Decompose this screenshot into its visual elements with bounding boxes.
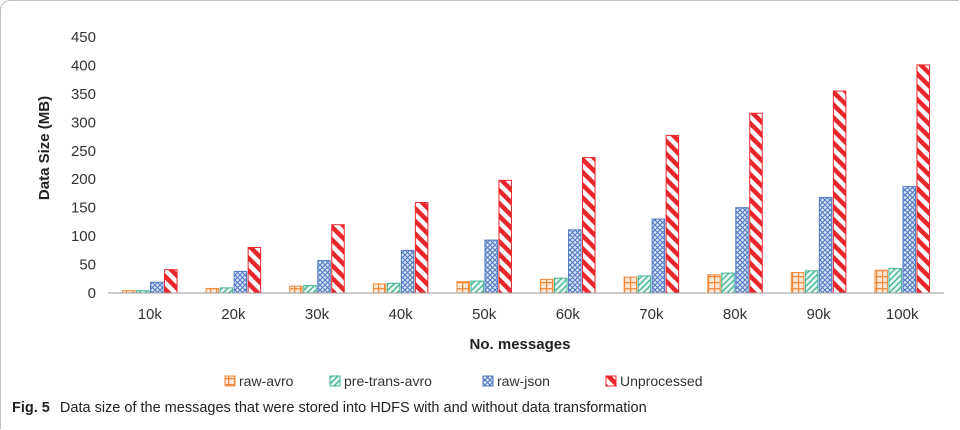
bar-raw-json (735, 207, 749, 294)
bar-pre-trans-avro (721, 272, 735, 294)
x-tick-label: 20k (221, 306, 246, 323)
bar-unprocessed (665, 134, 680, 294)
bar-unprocessed (832, 90, 847, 294)
bar-raw-avro (540, 278, 554, 294)
bar-pre-trans-avro (554, 277, 568, 294)
bar-pre-trans-avro (804, 270, 819, 294)
y-tick-label: 50 (79, 257, 96, 274)
bar-unprocessed (498, 179, 512, 294)
x-tick-label: 50k (472, 306, 497, 323)
bar-unprocessed (582, 157, 596, 294)
bar-unprocessed (247, 246, 262, 294)
bar-unprocessed (164, 269, 178, 294)
bar-pre-trans-avro (219, 287, 234, 294)
legend-label: Unprocessed (620, 373, 703, 389)
bar-raw-json (568, 229, 582, 294)
legend-swatch (224, 375, 236, 387)
bar-raw-avro (623, 276, 638, 294)
y-axis-ticks: 0 50 100 150 200 250 300 350 400 450 (71, 29, 96, 302)
bar-raw-json (400, 249, 415, 294)
legend-label: raw-json (497, 373, 550, 389)
y-tick-label: 0 (88, 285, 96, 302)
bar-pre-trans-avro (470, 280, 484, 294)
x-tick-label: 10k (138, 306, 163, 323)
bar-unprocessed (331, 224, 345, 294)
x-tick-label: 70k (639, 306, 664, 323)
legend-swatch (482, 375, 494, 387)
x-tick-label: 30k (305, 306, 330, 323)
legend-label: raw-avro (239, 373, 294, 389)
bar-raw-avro (874, 269, 888, 294)
legend-label: pre-trans-avro (344, 373, 432, 389)
y-tick-label: 100 (71, 228, 96, 245)
caption-text: Data size of the messages that were stor… (59, 400, 647, 416)
figure-caption: Fig. 5 Data size of the messages that we… (12, 400, 647, 416)
bar-raw-avro (456, 281, 470, 294)
bar-pre-trans-avro (888, 268, 902, 294)
bar-raw-json (818, 196, 833, 294)
bar-raw-avro (790, 272, 805, 294)
y-tick-label: 450 (71, 29, 96, 46)
legend: raw-avro pre-trans-avro raw-json Unprocesse… (224, 373, 703, 389)
bar-raw-json (150, 281, 164, 294)
x-tick-label: 80k (723, 306, 748, 323)
bar-unprocessed (414, 202, 429, 294)
bar-raw-avro (372, 283, 387, 294)
y-tick-label: 150 (71, 200, 96, 217)
bar-pre-trans-avro (303, 285, 317, 294)
x-axis-ticks: 10k 20k 30k 40k 50k 60k 70k 80k 90k 100k (138, 306, 919, 323)
y-tick-label: 250 (71, 143, 96, 160)
x-tick-label: 90k (807, 306, 832, 323)
y-tick-label: 300 (71, 114, 96, 131)
y-tick-label: 200 (71, 171, 96, 188)
x-tick-label: 100k (886, 306, 919, 323)
y-axis-label: Data Size (MB) (36, 96, 53, 200)
x-tick-label: 40k (389, 306, 414, 323)
bar-chart: Data Size (MB) No. messages 0 50 100 150 200… (36, 29, 944, 389)
bar-raw-avro (289, 285, 303, 294)
bar-raw-json (317, 260, 331, 294)
bar-raw-avro (707, 274, 721, 294)
caption-label: Fig. 5 (12, 400, 50, 416)
bar-raw-json (651, 218, 666, 294)
bar-pre-trans-avro (386, 282, 401, 294)
bar-raw-json (233, 270, 248, 294)
bar-raw-json (484, 239, 498, 294)
bars (122, 64, 930, 294)
y-tick-label: 350 (71, 86, 96, 103)
legend-swatch (329, 375, 341, 387)
bar-pre-trans-avro (637, 275, 652, 294)
bar-unprocessed (916, 64, 930, 294)
bar-raw-json (902, 186, 916, 294)
y-tick-label: 400 (71, 57, 96, 74)
bar-unprocessed (749, 112, 763, 294)
x-axis-label: No. messages (470, 336, 571, 353)
legend-swatch (605, 375, 617, 387)
x-tick-label: 60k (556, 306, 581, 323)
bar-raw-avro (205, 287, 220, 294)
